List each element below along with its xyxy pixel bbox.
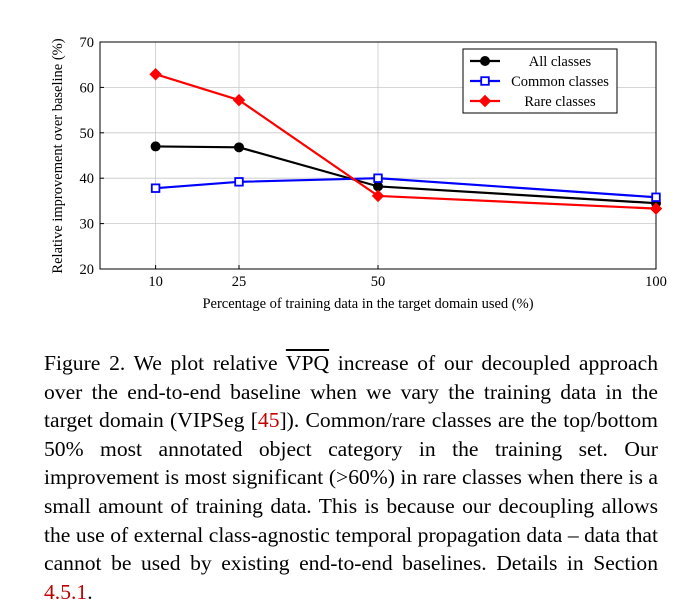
series-line-all-classes: [155, 145, 657, 205]
series-layer: [149, 68, 663, 215]
x-tick-label: 10: [148, 274, 163, 290]
y-axis-label: Relative improvement over baseline (%): [50, 38, 66, 273]
legend-item-common-classes: Common classes: [470, 74, 609, 90]
y-tick-label: 30: [80, 217, 95, 233]
legend-marker: [478, 94, 492, 108]
data-point: [150, 183, 161, 193]
data-point: [371, 189, 385, 203]
caption-text-1: increase of our decoupled approach over …: [44, 351, 658, 433]
figure-caption: Figure 2. We plot relative VPQ increase …: [44, 349, 658, 606]
legend: All classes Common classes Rare classes: [462, 48, 618, 114]
legend-marker: [480, 76, 490, 86]
legend-label: Rare classes: [524, 94, 596, 110]
data-point: [651, 192, 661, 202]
series-line-rare-classes: [155, 73, 657, 210]
x-axis-label: Percentage of training data in the targe…: [202, 296, 533, 312]
y-tick-label: 50: [80, 126, 95, 142]
legend-marker: [480, 56, 490, 66]
x-tick-label: 50: [371, 274, 386, 290]
caption-text-3: .: [87, 579, 93, 604]
series-line-common-classes: [155, 177, 657, 199]
x-axis: 10 25 50 100: [148, 265, 667, 290]
legend-item-rare-classes: Rare classes: [470, 94, 596, 110]
caption-metric: VPQ: [285, 351, 330, 375]
data-point: [649, 202, 663, 215]
series-common-classes: [150, 173, 661, 202]
caption-lead: Figure 2. We plot relative: [44, 351, 286, 375]
line-chart: 20 30 40 50 60 70 10 25 50 100 Percentage of tra…: [50, 35, 667, 312]
y-axis: 20 30 40 50 60 70: [80, 35, 104, 278]
caption-text-2: ]). Common/rare classes are the top/bott…: [44, 408, 658, 576]
y-tick-label: 20: [80, 262, 95, 278]
data-point: [232, 93, 246, 107]
x-tick-label: 25: [232, 274, 247, 290]
data-point: [234, 142, 244, 153]
y-tick-label: 40: [80, 171, 95, 187]
y-tick-label: 60: [80, 80, 95, 96]
y-tick-label: 70: [80, 35, 95, 51]
legend-label: Common classes: [511, 74, 609, 90]
legend-item-all-classes: All classes: [470, 54, 592, 70]
x-tick-label: 100: [645, 274, 667, 290]
legend-label: All classes: [529, 54, 592, 70]
citation-link[interactable]: 45: [257, 408, 280, 433]
data-point: [373, 173, 383, 183]
data-point: [373, 181, 383, 192]
data-point: [149, 68, 162, 81]
section-link[interactable]: 4.5.1: [44, 579, 88, 604]
data-point: [234, 177, 244, 187]
series-rare-classes: [149, 68, 663, 215]
data-point: [150, 141, 161, 152]
